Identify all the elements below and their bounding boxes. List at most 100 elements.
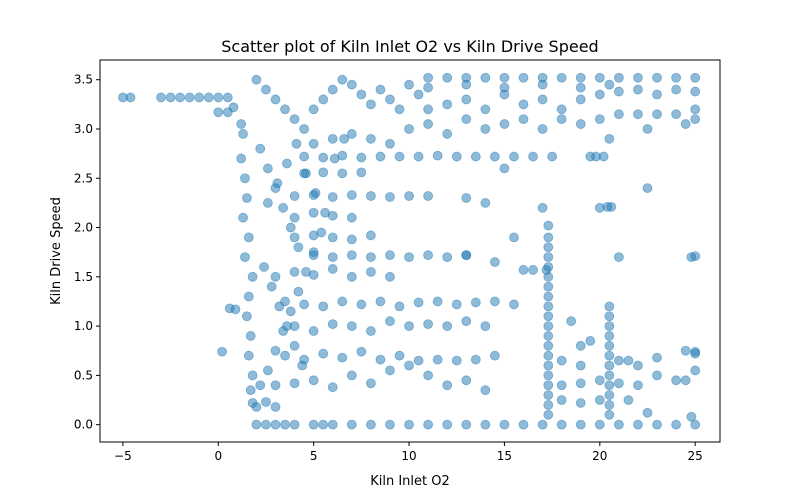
scatter-point	[270, 271, 281, 282]
scatter-point	[346, 370, 357, 381]
scatter-point	[385, 192, 395, 202]
scatter-point	[413, 297, 424, 308]
y-tick-label: 2.0	[74, 221, 93, 235]
scatter-point	[318, 94, 329, 105]
scatter-point	[346, 129, 357, 139]
scatter-point	[543, 370, 554, 381]
scatter-point	[613, 72, 624, 83]
y-tick-label: 0.5	[74, 368, 93, 382]
scatter-point	[375, 151, 386, 162]
y-tick-label: 2.5	[74, 171, 93, 185]
scatter-point	[690, 114, 701, 125]
scatter-point	[543, 409, 554, 420]
scatter-point	[241, 193, 252, 203]
scatter-point	[356, 299, 367, 310]
scatter-point	[509, 299, 519, 310]
scatter-point	[575, 419, 586, 430]
scatter-point	[243, 350, 254, 361]
scatter-point	[261, 84, 271, 95]
scatter-point	[299, 168, 310, 179]
scatter-point	[308, 207, 319, 218]
scatter-point	[543, 400, 554, 410]
scatter-point	[318, 301, 329, 312]
scatter-point	[633, 84, 643, 95]
scatter-point	[423, 250, 434, 261]
scatter-point	[642, 183, 653, 194]
scatter-point	[413, 355, 424, 366]
scatter-point	[251, 402, 262, 412]
scatter-point	[528, 265, 538, 275]
scatter-point	[299, 151, 310, 162]
scatter-point	[375, 84, 386, 95]
scatter-point	[543, 331, 554, 341]
scatter-point	[289, 266, 300, 277]
scatter-point	[278, 202, 289, 213]
scatter-point	[556, 380, 567, 391]
scatter-point	[543, 360, 554, 371]
scatter-point	[289, 340, 300, 351]
scatter-point	[299, 354, 310, 365]
scatter-point	[404, 191, 414, 201]
scatter-point	[261, 419, 271, 430]
scatter-point	[217, 346, 227, 357]
scatter-point	[280, 104, 290, 115]
scatter-point	[308, 138, 319, 149]
scatter-point	[251, 74, 262, 85]
scatter-point	[543, 232, 554, 243]
scatter-point	[604, 79, 615, 90]
scatter-point	[240, 173, 250, 184]
scatter-point	[404, 124, 414, 134]
scatter-point	[365, 326, 376, 336]
scatter-point	[585, 335, 596, 346]
scatter-point	[261, 397, 271, 407]
scatter-point	[518, 72, 529, 83]
scatter-point	[480, 124, 491, 134]
scatter-point	[289, 212, 300, 223]
scatter-point	[262, 163, 273, 174]
y-tick-label: 1.0	[74, 319, 93, 333]
scatter-point	[594, 395, 605, 405]
scatter-point	[327, 264, 338, 274]
scatter-point	[547, 151, 558, 162]
x-tick-label: 25	[688, 449, 703, 463]
scatter-point	[385, 94, 395, 105]
scatter-point	[339, 133, 350, 144]
scatter-point	[509, 151, 519, 162]
scatter-point	[575, 119, 586, 129]
scatter-point	[308, 326, 319, 336]
scatter-point	[282, 158, 292, 169]
scatter-point	[461, 250, 472, 261]
scatter-point	[633, 360, 643, 371]
scatter-point	[365, 230, 376, 241]
scatter-point	[356, 89, 367, 100]
scatter-point	[394, 104, 405, 115]
scatter-point	[255, 143, 266, 154]
scatter-point	[604, 380, 615, 391]
scatter-point	[285, 306, 296, 317]
scatter-point	[337, 150, 348, 161]
scatter-point	[243, 232, 254, 243]
scatter-point	[461, 375, 472, 386]
scatter-point	[690, 104, 701, 115]
x-tick-label: 5	[310, 449, 318, 463]
scatter-point	[690, 72, 701, 83]
scatter-point	[346, 190, 357, 200]
scatter-point	[543, 220, 554, 231]
scatter-point	[499, 119, 510, 129]
scatter-point	[442, 72, 453, 83]
y-tick-label: 3.0	[74, 122, 93, 136]
scatter-point	[489, 257, 500, 267]
scatter-point	[413, 151, 424, 162]
scatter-point	[423, 82, 434, 93]
scatter-point	[543, 291, 554, 302]
scatter-point	[575, 340, 586, 351]
scatter-point	[671, 109, 682, 120]
scatter-point	[247, 370, 258, 381]
scatter-point	[289, 321, 300, 332]
scatter-point	[289, 232, 300, 243]
scatter-points	[117, 72, 701, 430]
scatter-point	[594, 375, 605, 386]
scatter-point	[680, 119, 691, 129]
scatter-point	[289, 378, 300, 389]
scatter-point	[598, 151, 609, 162]
